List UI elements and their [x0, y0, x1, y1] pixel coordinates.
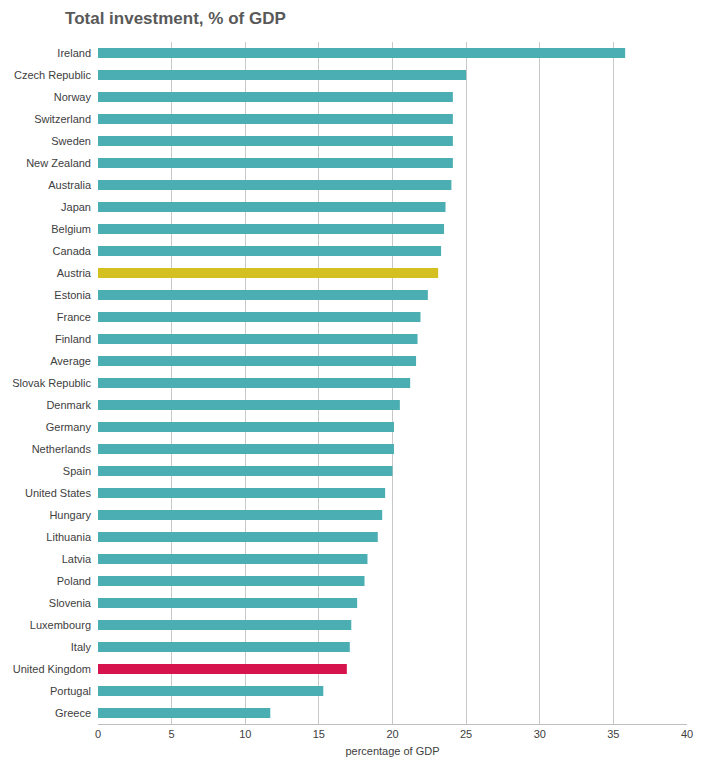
- svg-text:Denmark: Denmark: [46, 399, 91, 411]
- svg-text:Canada: Canada: [52, 245, 91, 257]
- svg-text:France: France: [57, 311, 91, 323]
- svg-text:Average: Average: [50, 355, 91, 367]
- svg-text:United Kingdom: United Kingdom: [13, 663, 91, 675]
- svg-text:Slovenia: Slovenia: [49, 597, 92, 609]
- svg-text:Netherlands: Netherlands: [32, 443, 92, 455]
- svg-text:40: 40: [681, 728, 693, 740]
- svg-text:Japan: Japan: [61, 201, 91, 213]
- svg-text:Portugal: Portugal: [50, 685, 91, 697]
- svg-text:Australia: Australia: [48, 179, 92, 191]
- svg-text:0: 0: [95, 728, 101, 740]
- svg-text:5: 5: [169, 728, 175, 740]
- svg-text:Poland: Poland: [57, 575, 91, 587]
- svg-text:Ireland: Ireland: [57, 47, 91, 59]
- svg-text:Latvia: Latvia: [62, 553, 92, 565]
- svg-text:percentage of GDP: percentage of GDP: [345, 745, 439, 757]
- svg-text:Hungary: Hungary: [49, 509, 91, 521]
- svg-text:United States: United States: [25, 487, 92, 499]
- svg-text:30: 30: [534, 728, 546, 740]
- svg-text:15: 15: [313, 728, 325, 740]
- svg-text:Czech Republic: Czech Republic: [14, 69, 92, 81]
- svg-text:Luxembourg: Luxembourg: [30, 619, 91, 631]
- svg-text:Slovak Republic: Slovak Republic: [12, 377, 91, 389]
- svg-text:Finland: Finland: [55, 333, 91, 345]
- svg-text:Switzerland: Switzerland: [34, 113, 91, 125]
- svg-text:20: 20: [386, 728, 398, 740]
- svg-text:Germany: Germany: [46, 421, 92, 433]
- svg-text:Sweden: Sweden: [51, 135, 91, 147]
- svg-text:Belgium: Belgium: [51, 223, 91, 235]
- svg-text:35: 35: [607, 728, 619, 740]
- svg-text:Estonia: Estonia: [54, 289, 92, 301]
- svg-text:Spain: Spain: [63, 465, 91, 477]
- svg-text:25: 25: [460, 728, 472, 740]
- svg-text:10: 10: [239, 728, 251, 740]
- svg-text:Norway: Norway: [54, 91, 92, 103]
- svg-text:Greece: Greece: [55, 707, 91, 719]
- svg-text:Total investment, % of GDP: Total investment, % of GDP: [65, 9, 286, 28]
- svg-text:New Zealand: New Zealand: [26, 157, 91, 169]
- svg-text:Lithuania: Lithuania: [46, 531, 92, 543]
- svg-text:Italy: Italy: [71, 641, 92, 653]
- svg-text:Austria: Austria: [57, 267, 92, 279]
